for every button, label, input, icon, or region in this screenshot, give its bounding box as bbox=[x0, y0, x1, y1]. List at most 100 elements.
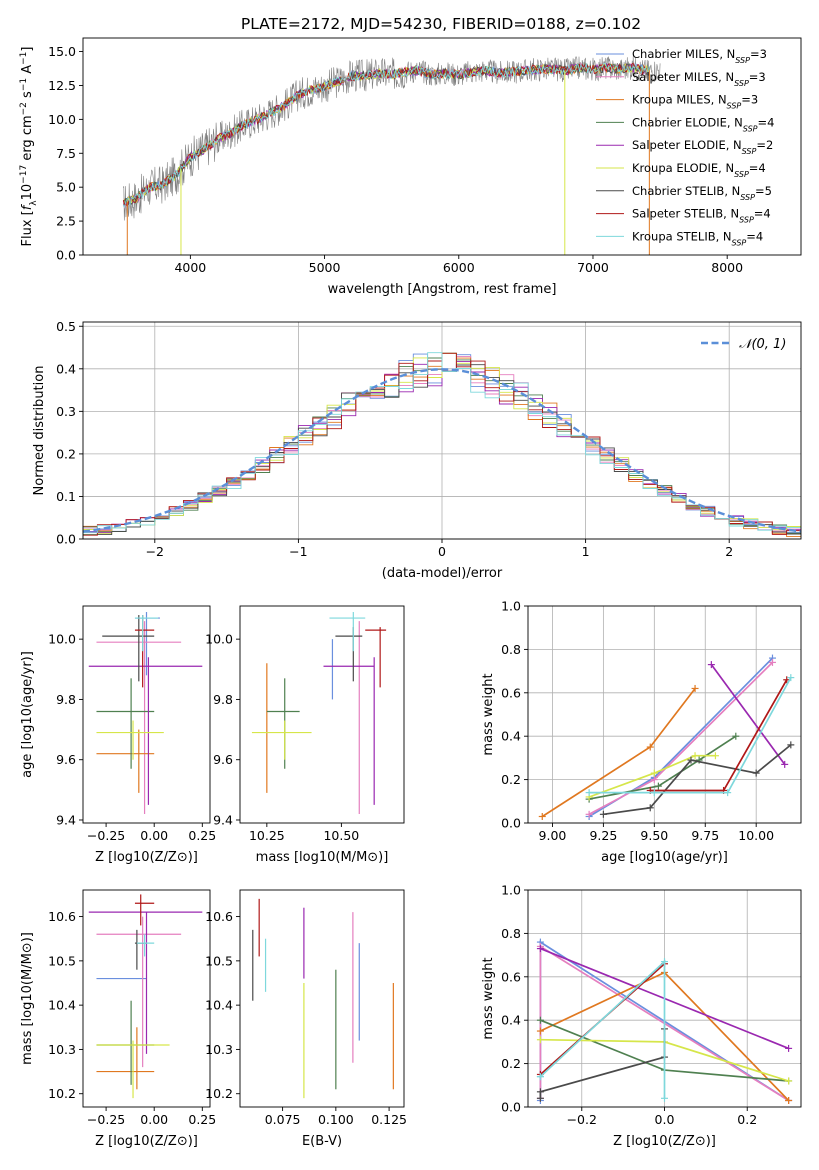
mass-vs-Z-ytick-label: 10.2 bbox=[48, 1086, 76, 1101]
weight-vs-Z-marker-8-2 bbox=[661, 958, 668, 966]
spectrum-ytick-label: 15.0 bbox=[48, 44, 76, 59]
age-vs-mass-ytick-label: 10.0 bbox=[205, 632, 233, 647]
weight-vs-age-ytick-label: 0.8 bbox=[501, 642, 521, 657]
weight-vs-age-marker-2-2 bbox=[691, 684, 699, 692]
legend-label-3: Chabrier ELODIE, NSSP=4 bbox=[632, 115, 774, 132]
weight-vs-Z-ytick-label: 0.0 bbox=[501, 1100, 521, 1115]
mass-vs-ebv-ytick-label: 10.3 bbox=[205, 1042, 233, 1057]
mass-vs-Z-xlabel: Z [log10(Z/Z⊙)] bbox=[95, 1134, 198, 1149]
weight-vs-age-xtick-label: 9.50 bbox=[640, 828, 668, 843]
mass-vs-ebv-ytick-label: 10.4 bbox=[205, 998, 233, 1013]
weight-vs-age-xtick-label: 9.00 bbox=[539, 828, 567, 843]
mass-vs-Z-ytick-label: 10.6 bbox=[48, 909, 76, 924]
weight-vs-age-marker-6-3 bbox=[752, 769, 760, 777]
age-vs-Z-xtick-label: −0.25 bbox=[87, 828, 125, 843]
weight-vs-Z-marker-6-1 bbox=[536, 1088, 544, 1096]
weight-vs-Z-marker-3-0 bbox=[536, 1016, 544, 1024]
weight-vs-age-marker-4-1 bbox=[781, 760, 789, 768]
weight-vs-age-ytick-label: 0.2 bbox=[501, 772, 521, 787]
weight-vs-age-xtick-label: 10.00 bbox=[738, 828, 774, 843]
weight-vs-Z-ytick-label: 0.4 bbox=[501, 1013, 521, 1028]
legend-label-8: Kroupa STELIB, NSSP=4 bbox=[632, 229, 763, 247]
weight-vs-age-frame bbox=[527, 605, 802, 824]
age-vs-Z-xlabel: Z [log10(Z/Z⊙)] bbox=[95, 850, 198, 865]
residuals-ytick-label: 0.2 bbox=[56, 446, 76, 461]
mass-vs-Z-xtick-label: 0.00 bbox=[140, 1112, 168, 1127]
age-vs-Z-ylabel: age [log10(age/yr)] bbox=[20, 651, 35, 778]
weight-vs-age-ytick-label: 0.4 bbox=[501, 729, 521, 744]
age-vs-Z-xtick-label: 0.25 bbox=[188, 828, 216, 843]
age-vs-Z-xtick-label: 0.00 bbox=[140, 828, 168, 843]
residuals-xtick-label: 0 bbox=[438, 544, 446, 559]
weight-vs-age-marker-6-1 bbox=[646, 804, 654, 812]
weight-vs-age-marker-6-2 bbox=[687, 756, 695, 764]
residuals-xtick-label: −2 bbox=[146, 544, 164, 559]
weight-vs-age-marker-5-2 bbox=[691, 752, 699, 760]
weight-vs-age-marker-3-3 bbox=[732, 732, 740, 740]
age-vs-Z-ytick-label: 9.6 bbox=[56, 752, 76, 767]
mass-vs-ebv-xtick-label: 0.125 bbox=[371, 1112, 407, 1127]
model-spectrum-line-6 bbox=[123, 63, 650, 206]
spectrum-xtick-label: 8000 bbox=[711, 260, 743, 275]
spectrum-ytick-label: 12.5 bbox=[48, 78, 76, 93]
spectrum-ytick-label: 10.0 bbox=[48, 112, 76, 127]
legend-label-1: Salpeter MILES, NSSP=3 bbox=[632, 70, 766, 88]
mass-vs-ebv-ytick-label: 10.6 bbox=[205, 909, 233, 924]
age-vs-mass-ytick-label: 9.6 bbox=[213, 752, 233, 767]
residuals-ylabel: Normed distribution bbox=[32, 366, 47, 496]
weight-vs-age-marker-1-1 bbox=[650, 776, 658, 784]
spectrum-ytick-label: 7.5 bbox=[56, 146, 76, 161]
weight-vs-Z-xtick-label: 0.2 bbox=[737, 1112, 757, 1127]
age-vs-Z-ytick-label: 9.8 bbox=[56, 692, 76, 707]
age-vs-Z-frame bbox=[82, 605, 211, 824]
weight-vs-age-xtick-label: 9.25 bbox=[589, 828, 617, 843]
mass-vs-Z-frame bbox=[82, 889, 211, 1108]
spectrum-xtick-label: 5000 bbox=[309, 260, 341, 275]
mass-vs-Z-ytick-label: 10.4 bbox=[48, 998, 76, 1013]
residuals-ytick-label: 0.5 bbox=[56, 319, 76, 334]
weight-vs-age-marker-1-0 bbox=[585, 810, 593, 818]
spectrum-xtick-label: 4000 bbox=[174, 260, 206, 275]
weight-vs-Z-ytick-label: 0.8 bbox=[501, 926, 521, 941]
mass-vs-Z-xtick-label: −0.25 bbox=[87, 1112, 125, 1127]
weight-vs-age-ytick-label: 0.0 bbox=[501, 816, 521, 831]
age-vs-mass-ytick-label: 9.4 bbox=[213, 812, 233, 827]
weight-vs-age-marker-8-1 bbox=[650, 789, 658, 797]
spectrum-frame bbox=[82, 37, 802, 256]
weight-vs-age-xlabel: age [log10(age/yr)] bbox=[601, 850, 728, 865]
weight-vs-age-series-5 bbox=[588, 754, 716, 798]
weight-vs-Z-ytick-label: 0.2 bbox=[501, 1056, 521, 1071]
model-spectrum-line-8 bbox=[122, 62, 650, 209]
weight-vs-age-marker-2-0 bbox=[538, 812, 546, 820]
weight-vs-age-ytick-label: 0.6 bbox=[501, 685, 521, 700]
age-vs-mass-xtick-label: 10.25 bbox=[249, 828, 285, 843]
spectrum-xtick-label: 7000 bbox=[577, 260, 609, 275]
weight-vs-Z-xtick-label: 0.0 bbox=[655, 1112, 675, 1127]
residuals-xlabel: (data-model)/error bbox=[382, 566, 503, 581]
residuals-ytick-label: 0.1 bbox=[56, 489, 76, 504]
age-vs-mass-xlabel: mass [log10(M/M⊙)] bbox=[256, 850, 389, 865]
gaussian-curve bbox=[82, 368, 802, 533]
residuals-xtick-label: −1 bbox=[289, 544, 307, 559]
mass-vs-ebv-ytick-label: 10.2 bbox=[205, 1086, 233, 1101]
age-vs-mass-frame bbox=[239, 605, 405, 824]
age-vs-Z-ytick-label: 10.0 bbox=[48, 632, 76, 647]
weight-vs-Z-ylabel: mass weight bbox=[481, 957, 496, 1039]
age-vs-mass-ytick-label: 9.8 bbox=[213, 692, 233, 707]
weight-vs-age-series-8 bbox=[589, 677, 792, 794]
weight-vs-Z-xlabel: Z [log10(Z/Z⊙)] bbox=[613, 1134, 716, 1149]
weight-vs-age-marker-5-3 bbox=[711, 752, 719, 760]
residuals-ytick-label: 0.3 bbox=[56, 404, 76, 419]
mass-vs-Z-xtick-label: 0.25 bbox=[188, 1112, 216, 1127]
age-vs-mass-xtick-label: 10.50 bbox=[323, 828, 359, 843]
weight-vs-age-marker-8-3 bbox=[787, 674, 795, 682]
weight-vs-Z-marker-8-1 bbox=[536, 1073, 544, 1081]
weight-vs-age-marker-6-4 bbox=[787, 741, 795, 749]
residuals-xtick-label: 1 bbox=[582, 544, 590, 559]
mass-vs-ebv-ytick-label: 10.5 bbox=[205, 953, 233, 968]
weight-vs-age-marker-1-2 bbox=[768, 658, 776, 666]
weight-vs-Z-marker-6-0 bbox=[536, 1094, 544, 1102]
weight-vs-Z-marker-5-0 bbox=[536, 1036, 544, 1044]
weight-vs-age-series-4 bbox=[710, 664, 786, 765]
